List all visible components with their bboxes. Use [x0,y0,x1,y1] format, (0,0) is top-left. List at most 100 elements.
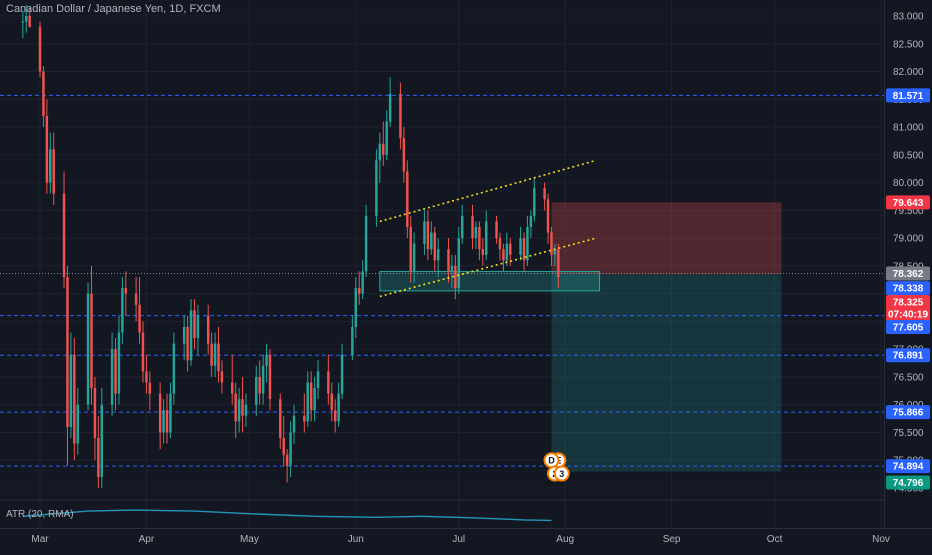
y-tick-label: 80.000 [893,178,924,189]
x-tick-label: Jul [452,534,465,545]
event-badge [553,465,570,482]
candle-down [309,382,313,411]
candle-up [49,149,52,183]
support-zone [379,270,601,292]
candle-down [97,438,100,477]
candle-down [502,249,505,261]
price-axis-label: 75.866 [893,408,924,419]
price-axis-label: 76.891 [893,351,924,362]
y-tick-label: 75.500 [893,428,924,439]
candle-down [134,293,138,305]
y-tick-label: 81.000 [893,123,924,134]
candle-down [206,315,210,344]
price-axis-label-bg [886,475,930,490]
stop-loss-zone [551,202,782,275]
candle-down [330,393,334,411]
candle-down [45,115,49,183]
candle-up [351,326,354,355]
candle-down [279,399,282,439]
candle-up [110,349,114,405]
candle-down [138,304,141,333]
candle-down [148,382,152,394]
candle-down [478,227,481,250]
price-axis-label: 81.571 [893,91,924,102]
candle-down [433,232,436,261]
candle-down [114,349,117,394]
candle-up [388,93,392,122]
candle-up [316,371,320,389]
event-badge-label: 3 [559,469,564,479]
candle-up [375,160,378,216]
candle-up [100,404,104,477]
candle-up [244,404,248,416]
price-axis-label: 74.894 [893,462,924,473]
price-axis-label: 78.325 [893,297,924,308]
candle-down [498,238,502,250]
candle-down [550,232,553,255]
candle-up [533,188,536,216]
x-tick-label: Oct [767,534,783,545]
atr-indicator-label[interactable]: ATR (20, RMA) [6,509,74,520]
candle-down [165,410,169,433]
candle-down [282,438,285,455]
candle-up [169,393,172,433]
candle-down [73,354,76,444]
y-tick-label: 79.500 [893,206,924,217]
candle-down [495,221,498,239]
candle-down [509,243,512,255]
x-tick-label: Nov [872,534,890,545]
candle-down [28,16,31,28]
price-axis-label: 78.338 [893,284,924,295]
candle-up [526,227,529,261]
candle-up [196,315,200,339]
candle-up [162,410,165,433]
candle-down [90,293,93,389]
candle-down [543,188,546,200]
candle-down [158,393,162,433]
candle-up [485,221,488,255]
price-axis-label-bg [886,405,930,420]
candle-up [182,326,186,344]
candle-down [241,399,244,416]
candle-up [519,238,522,255]
x-tick-label: Jun [348,534,364,545]
candle-down [481,249,485,255]
candle-up [450,265,454,272]
candle-down [327,371,330,394]
candle-up [430,232,433,250]
candle-up [306,382,309,422]
candle-up [364,215,368,272]
candle-up [76,404,79,444]
candle-down [193,310,196,339]
candle-up [354,288,358,327]
candle-down [522,238,526,261]
candle-down [358,288,361,294]
price-axis-label-bg [886,348,930,363]
candle-up [412,243,416,272]
candle-down [426,221,430,250]
candle-up [255,376,258,405]
candle-up [86,293,90,405]
y-tick-label: 83.000 [893,12,924,23]
candle-down [210,343,213,366]
candle-down [220,371,224,383]
candle-down [409,227,412,272]
candle-up [213,343,217,366]
candle-up [361,271,364,294]
x-tick-label: Mar [31,534,49,545]
y-tick-label: 82.000 [893,67,924,78]
candle-up [21,21,25,23]
candle-down [406,171,409,228]
candle-up [25,16,28,22]
candle-down [62,193,66,277]
candle-down [141,332,145,372]
candle-down [145,371,148,383]
candle-up [292,415,296,433]
candle-up [189,310,193,361]
x-tick-label: Aug [556,534,574,545]
candle-down [52,149,55,194]
candle-down [230,382,234,394]
candle-up [121,288,124,333]
